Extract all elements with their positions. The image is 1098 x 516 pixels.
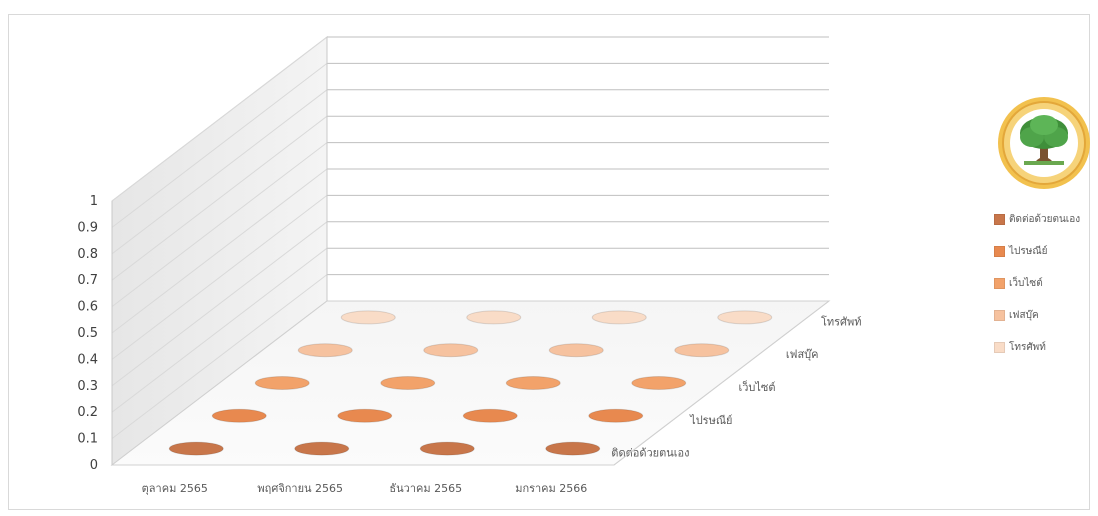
legend-label: ไปรษณีย์ [1009,245,1048,257]
data-point [337,408,393,423]
x-tick-label: ธันวาคม 2565 [389,482,462,495]
legend-item: ติดต่อด้วยตนเอง [994,211,1080,227]
legend-swatch [994,277,1005,289]
data-point [631,376,687,390]
data-point [505,376,561,390]
data-point [419,441,475,456]
legend-swatch [994,245,1005,257]
x-tick-label: พฤศจิกายน 2565 [257,482,343,495]
gridline-left [111,195,328,360]
legend-label: เฟสบุ๊ค [1009,309,1039,321]
gridline-left [111,247,328,413]
gridline-left [111,221,328,387]
y-tick-label: 0.4 [77,352,98,367]
data-point [462,408,518,423]
series-axis-label: เว็บไซต์ [738,380,775,394]
gridline-left [111,168,328,334]
legend-swatch [994,341,1005,353]
legend-swatch [994,309,1005,321]
y-tick-label: 0.1 [77,432,98,447]
tree-seal-icon [998,97,1090,189]
y-tick-label: 0.3 [77,379,98,394]
legend-item: เฟสบุ๊ค [994,307,1080,323]
y-tick-label: 0.5 [77,326,98,341]
gridline-left [111,63,328,228]
area-chart-3d: 0 0.1 0.2 0.3 0.4 0.5 0.6 0.7 0.8 0.9 1 ตุลาคม 256… [77,35,862,495]
data-point [466,310,522,325]
data-point [380,376,436,390]
data-point [548,343,604,358]
legend-item: ไปรษณีย์ [994,243,1080,259]
y-tick-label: 0.8 [77,247,98,262]
data-point [423,343,479,358]
x-tick-label: มกราคม 2566 [515,482,587,495]
data-point [211,408,267,423]
series-axis-label: ติดต่อด้วยตนเอง [611,447,689,460]
y-tick-label: 0.2 [77,405,98,420]
data-point [168,441,224,456]
series-axis-label: เฟสบุ๊ค [786,348,819,361]
gridline-left [111,36,328,202]
gridline-left [111,142,328,307]
series-axis-label: โทรศัพท์ [821,314,862,328]
legend: ติดต่อด้วยตนเองไปรษณีย์เว็บไซต์เฟสบุ๊คโท… [994,211,1080,371]
legend-label: ติดต่อด้วยตนเอง [1009,213,1081,225]
data-point [674,343,730,358]
y-tick-label: 1 [90,194,98,209]
gridline-left [111,89,328,255]
legend-label: โทรศัพท์ [1009,341,1046,353]
legend-item: เว็บไซต์ [994,275,1080,291]
series-axis-label: ไปรษณีย์ [689,414,732,427]
legend-label: เว็บไซต์ [1009,277,1043,289]
data-point [591,310,647,325]
data-point [340,310,396,325]
chart-frame: 0 0.1 0.2 0.3 0.4 0.5 0.6 0.7 0.8 0.9 1 ตุลาคม 256… [8,14,1090,510]
data-point [588,408,644,423]
depth-axis-line [613,300,830,466]
y-tick-label: 0.7 [77,273,98,288]
data-point [717,310,773,325]
gridline-left [111,274,328,439]
x-tick-label: ตุลาคม 2565 [142,482,208,495]
data-point [254,376,310,390]
legend-swatch [994,213,1005,225]
y-tick-label: 0.6 [77,300,98,315]
tree-seal-logo [996,95,1092,191]
data-point [545,441,601,456]
legend-item: โทรศัพท์ [994,339,1080,355]
data-point [297,343,353,358]
gridline-left [111,115,328,281]
y-tick-label: 0 [90,458,98,473]
y-tick-label: 0.9 [77,220,98,235]
data-point [294,441,350,456]
